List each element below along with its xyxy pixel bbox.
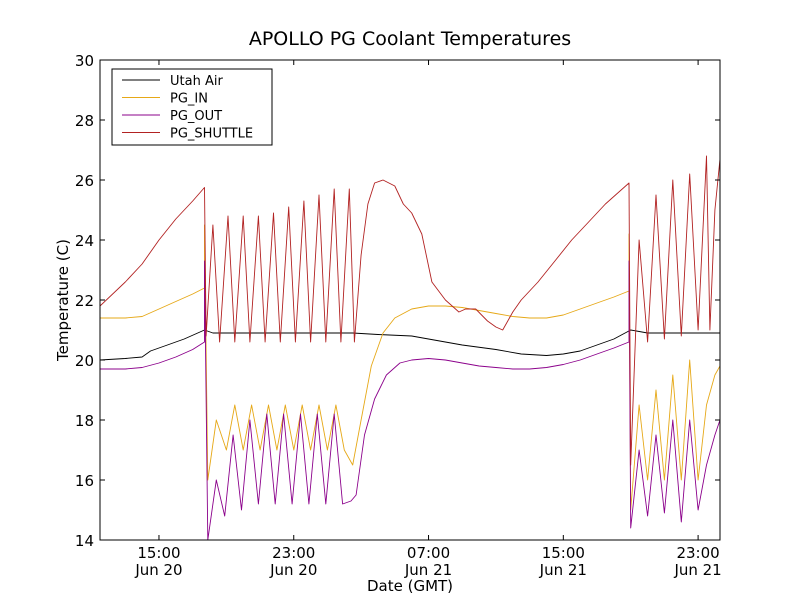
y-tick-label: 20 <box>75 352 94 370</box>
x-tick-time-label: 15:00 <box>137 544 180 562</box>
legend-label: Utah Air <box>170 74 223 89</box>
y-axis-label: Temperature (C) <box>54 239 72 362</box>
x-tick-date-label: Jun 20 <box>134 561 182 579</box>
y-tick-label: 26 <box>75 172 94 190</box>
x-tick-date-label: Jun 21 <box>673 561 721 579</box>
x-tick-date-label: Jun 21 <box>539 561 587 579</box>
y-tick-label: 16 <box>75 472 94 490</box>
series-layer <box>100 155 720 540</box>
x-axis-label: Date (GMT) <box>367 577 453 595</box>
y-tick-label: 14 <box>75 532 94 550</box>
series-line-pg-shuttle <box>100 155 720 466</box>
legend-label: PG_OUT <box>170 109 222 124</box>
series-line-pg-in <box>100 224 720 511</box>
x-tick-time-label: 23:00 <box>272 544 315 562</box>
x-tick-date-label: Jun 20 <box>269 561 317 579</box>
chart-title: APOLLO PG Coolant Temperatures <box>249 28 571 50</box>
legend-label: PG_SHUTTLE <box>170 127 253 142</box>
x-tick-time-label: 15:00 <box>542 544 585 562</box>
y-tick-label: 24 <box>75 232 94 250</box>
x-tick-time-label: 23:00 <box>676 544 719 562</box>
x-tick-date-label: Jun 21 <box>404 561 452 579</box>
y-tick-label: 18 <box>75 412 94 430</box>
series-line-pg-out <box>100 260 720 540</box>
y-tick-label: 28 <box>75 112 94 130</box>
plot-frame <box>99 59 721 541</box>
legend: Utah Air PG_IN PG_OUT PG_SHUTTLE <box>111 68 273 146</box>
y-axis-ticks: 14 16 18 20 22 24 26 28 30 <box>75 52 720 550</box>
series-line-utah-air <box>100 329 720 361</box>
x-tick-time-label: 07:00 <box>407 544 450 562</box>
y-tick-label: 30 <box>75 52 94 70</box>
legend-label: PG_IN <box>170 92 208 107</box>
y-tick-label: 22 <box>75 292 94 310</box>
